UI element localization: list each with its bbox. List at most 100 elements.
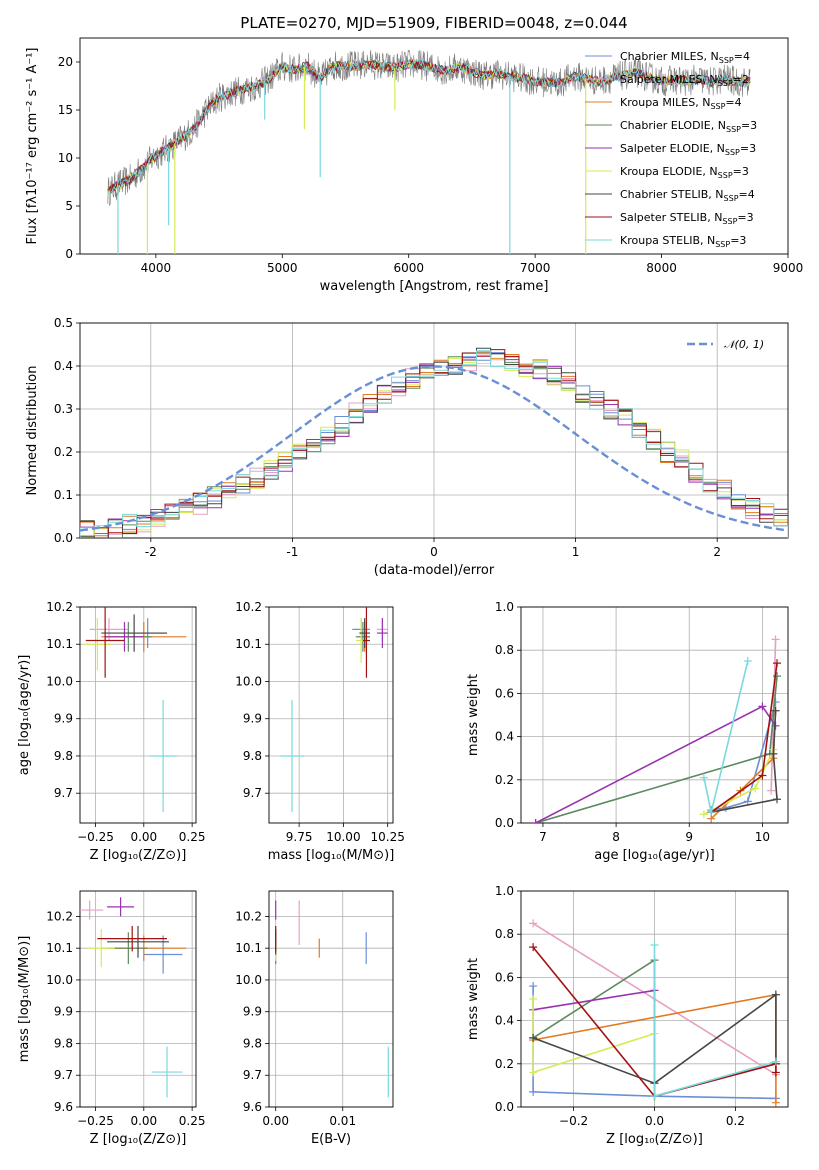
weight_vs_Z-line-6 bbox=[532, 993, 777, 1085]
weight_vs_Z-marker bbox=[529, 982, 538, 991]
mass_vs_ebv-ytick-label: 10.0 bbox=[235, 973, 262, 987]
weight_vs_age-marker bbox=[758, 702, 767, 711]
residuals-xlabel: (data-model)/error bbox=[374, 563, 495, 578]
residuals-normal-curve bbox=[80, 365, 788, 532]
weight_vs_age-panel: 7 8 9 10 0.0 0.2 0.4 0.6 0.8 1.0 age [log₁₀(age/yr… bbox=[466, 600, 789, 863]
spectrum-ytick-label: 5 bbox=[65, 199, 73, 213]
spectrum-panel: 4000 5000 6000 7000 8000 9000 0 5 10 15 20 waveleng… bbox=[25, 37, 803, 294]
age_vs_mass-ytick-label: 9.8 bbox=[243, 749, 262, 763]
legend-label-main: Kroupa MILES, N bbox=[620, 96, 710, 109]
spectrum-ytick-label: 15 bbox=[58, 103, 73, 117]
mass_vs_Z-xtick-label: 0.00 bbox=[130, 1114, 157, 1128]
mass_vs_Z-ytick-label: 10.0 bbox=[46, 973, 73, 987]
age_vs_Z-points bbox=[83, 607, 187, 812]
weight_vs_age-line-4 bbox=[535, 705, 777, 823]
weight_vs_age-line-3 bbox=[535, 676, 778, 823]
legend-label-main: Salpeter ELODIE, N bbox=[620, 142, 725, 155]
spectrum-series-group bbox=[107, 49, 751, 254]
age_vs_Z-xtick-label: 0.25 bbox=[179, 830, 206, 844]
weight_vs_Z-ytick-label: 1.0 bbox=[495, 884, 514, 898]
weight_vs_Z-panel: −0.2 0.0 0.2 0.0 0.2 0.4 0.6 0.8 1.0 Z [log₁₀(Z/Z… bbox=[466, 884, 789, 1147]
residuals-xtick-label: 2 bbox=[713, 545, 721, 559]
legend-label-tail: =3 bbox=[733, 165, 749, 178]
legend-label-sub: SSP bbox=[710, 102, 725, 111]
legend-label-main: Chabrier MILES, N bbox=[620, 50, 719, 63]
weight_vs_Z-marker bbox=[529, 995, 538, 1003]
spectrum-ytick-label: 0 bbox=[65, 247, 73, 261]
legend-label-sub: SSP bbox=[725, 148, 740, 157]
legend-label-main: Salpeter MILES, N bbox=[620, 73, 718, 86]
weight_vs_age-marker bbox=[707, 808, 716, 817]
spectrum-xtick-label: 4000 bbox=[141, 261, 172, 275]
legend-label-tail: =4 bbox=[739, 188, 755, 201]
weight_vs_age-lines bbox=[531, 635, 782, 823]
mass_vs_Z-xtick-label: −0.25 bbox=[77, 1114, 114, 1128]
age_vs_mass-xtick-label: 10.25 bbox=[371, 830, 405, 844]
mass_vs_ebv-frame bbox=[268, 890, 394, 1108]
weight_vs_age-marker bbox=[773, 659, 782, 668]
weight_vs_age-marker bbox=[771, 706, 780, 715]
residuals-ytick-label: 0.3 bbox=[54, 402, 73, 416]
age_vs_mass-ytick-label: 10.1 bbox=[235, 637, 262, 651]
weight_vs_Z-line-4 bbox=[532, 989, 655, 1011]
weight_vs_age-xtick-label: 9 bbox=[685, 830, 693, 844]
age_vs_Z-panel: −0.25 0.00 0.25 9.7 9.8 9.9 10.0 10.1 10.2 Z [log… bbox=[17, 600, 205, 863]
age_vs_Z-ytick-label: 9.9 bbox=[54, 712, 73, 726]
legend-label-sub: SSP bbox=[719, 56, 734, 65]
mass_vs_Z-xlabel: Z [log₁₀(Z/Z⊙)] bbox=[90, 1132, 187, 1147]
weight_vs_Z-marker bbox=[771, 1068, 780, 1077]
weight_vs_Z-xlabel: Z [log₁₀(Z/Z⊙)] bbox=[606, 1132, 703, 1147]
residuals-xtick-label: 0 bbox=[430, 545, 438, 559]
residuals-ytick-label: 0.1 bbox=[54, 488, 73, 502]
residuals-hist-group bbox=[80, 347, 788, 538]
age_vs_Z-xlabel: Z [log₁₀(Z/Z⊙)] bbox=[90, 848, 187, 863]
residuals-xtick-label: 1 bbox=[572, 545, 580, 559]
age_vs_mass-ytick-label: 9.7 bbox=[243, 786, 262, 800]
mass_vs_Z-points bbox=[80, 897, 187, 1098]
legend-label-sub: SSP bbox=[715, 240, 730, 249]
weight_vs_Z-ytick-label: 0.2 bbox=[495, 1057, 514, 1071]
legend-label-sub: SSP bbox=[724, 194, 739, 203]
spectrum-title: PLATE=0270, MJD=51909, FIBERID=0048, z=0… bbox=[240, 14, 627, 32]
spectrum-xtick-label: 8000 bbox=[646, 261, 677, 275]
age_vs_Z-ylabel: age [log₁₀(age/yr)] bbox=[17, 655, 32, 776]
mass_vs_ebv-points bbox=[275, 900, 389, 1098]
weight_vs_age-marker bbox=[767, 786, 776, 795]
age_vs_Z-ytick-label: 9.7 bbox=[54, 786, 73, 800]
weight_vs_age-ytick-label: 0.4 bbox=[495, 730, 514, 744]
weight_vs_Z-ytick-label: 0.4 bbox=[495, 1014, 514, 1028]
mass_vs_Z-ytick-label: 10.2 bbox=[46, 909, 73, 923]
spectrum-ylabel: Flux [fλ10⁻¹⁷ erg cm⁻² s⁻¹ A⁻¹] bbox=[25, 48, 40, 245]
mass_vs_ebv-ytick-label: 9.8 bbox=[243, 1036, 262, 1050]
age_vs_Z-xtick-label: −0.25 bbox=[77, 830, 114, 844]
age_vs_mass-points bbox=[279, 607, 388, 812]
weight_vs_age-line-7 bbox=[710, 663, 778, 813]
mass_vs_Z-ytick-label: 9.8 bbox=[54, 1036, 73, 1050]
mass_vs_Z-ytick-label: 10.1 bbox=[46, 941, 73, 955]
legend-label-sub: SSP bbox=[722, 217, 737, 226]
legend-label-main: Chabrier ELODIE, N bbox=[620, 119, 726, 132]
spectrum-series-7 bbox=[107, 59, 751, 194]
weight_vs_age-ytick-label: 1.0 bbox=[495, 600, 514, 614]
age_vs_mass-ytick-label: 9.9 bbox=[243, 712, 262, 726]
residuals-ytick-label: 0.0 bbox=[54, 531, 73, 545]
spectrum-xtick-label: 5000 bbox=[267, 261, 298, 275]
legend-label-tail: =3 bbox=[740, 142, 756, 155]
mass_vs_Z-panel: −0.25 0.00 0.25 9.6 9.7 9.8 9.9 10.0 10.1 10.2 Z [… bbox=[17, 890, 205, 1147]
age_vs_Z-xtick-label: 0.00 bbox=[130, 830, 157, 844]
age_vs_mass-xtick-label: 9.75 bbox=[286, 830, 313, 844]
mass_vs_ebv-ytick-label: 9.7 bbox=[243, 1068, 262, 1082]
residuals-ytick-label: 0.2 bbox=[54, 445, 73, 459]
mass_vs_Z-ytick-label: 9.9 bbox=[54, 1005, 73, 1019]
weight_vs_Z-ytick-label: 0.8 bbox=[495, 927, 514, 941]
residuals-ytick-label: 0.5 bbox=[54, 316, 73, 330]
mass_vs_ebv-ytick-label: 10.1 bbox=[235, 941, 262, 955]
spectrum-xtick-label: 7000 bbox=[520, 261, 551, 275]
mass_vs_ebv-ytick-label: 9.6 bbox=[243, 1100, 262, 1114]
residuals-xtick-label: -1 bbox=[286, 545, 298, 559]
weight_vs_age-ylabel: mass weight bbox=[466, 674, 481, 756]
age_vs_Z-ytick-label: 10.0 bbox=[46, 674, 73, 688]
mass_vs_ebv-ytick-label: 9.9 bbox=[243, 1005, 262, 1019]
spectrum-legend-label: Salpeter ELODIE, NSSP=3 bbox=[620, 142, 756, 157]
spectrum-frame bbox=[79, 37, 789, 255]
